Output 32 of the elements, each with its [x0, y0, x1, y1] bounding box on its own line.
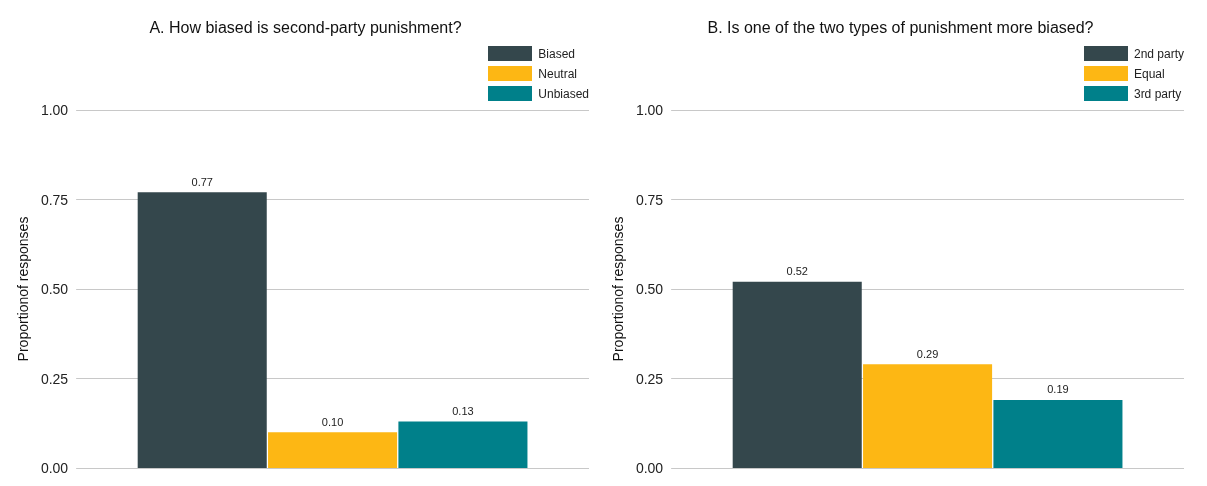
y-tick-label: 0.25: [40, 370, 69, 387]
legend-label: 3rd party: [1133, 86, 1182, 101]
y-tick-label: 0.50: [635, 281, 664, 297]
y-tick-label: 0.75: [40, 191, 69, 208]
data-label: 0.29: [916, 347, 939, 360]
data-label: 0.52: [786, 265, 808, 278]
y-tick-label: 0.00: [40, 460, 69, 476]
y-tick-label: 0.75: [635, 191, 664, 208]
legend-label: Equal: [1133, 66, 1165, 81]
bar: [732, 281, 862, 468]
bar: [268, 432, 398, 468]
legend-label: Neutral: [538, 66, 577, 81]
legend-label: Biased: [538, 46, 575, 61]
y-axis-title: Proportionof responses: [15, 216, 31, 362]
chart-title: A. How biased is second-party punishment?: [149, 18, 462, 36]
data-label: 0.10: [321, 415, 344, 428]
bar: [863, 364, 993, 468]
y-axis-title: Proportionof responses: [610, 216, 626, 362]
y-tick-label: 1.00: [635, 102, 664, 118]
y-tick-label: 0.25: [635, 370, 664, 387]
bar: [993, 399, 1123, 468]
y-tick-label: 0.50: [40, 281, 69, 297]
bar: [398, 421, 528, 468]
data-label: 0.13: [452, 404, 474, 417]
y-tick-label: 0.00: [635, 460, 664, 476]
chart-title: B. Is one of the two types of punishment more biased?: [707, 18, 1094, 36]
data-label: 0.19: [1047, 383, 1069, 396]
bar: [137, 192, 267, 468]
data-label: 0.77: [191, 175, 213, 188]
y-tick-label: 1.00: [40, 102, 69, 118]
legend-label: Unbiased: [538, 86, 589, 101]
legend-label: 2nd party: [1133, 46, 1184, 61]
